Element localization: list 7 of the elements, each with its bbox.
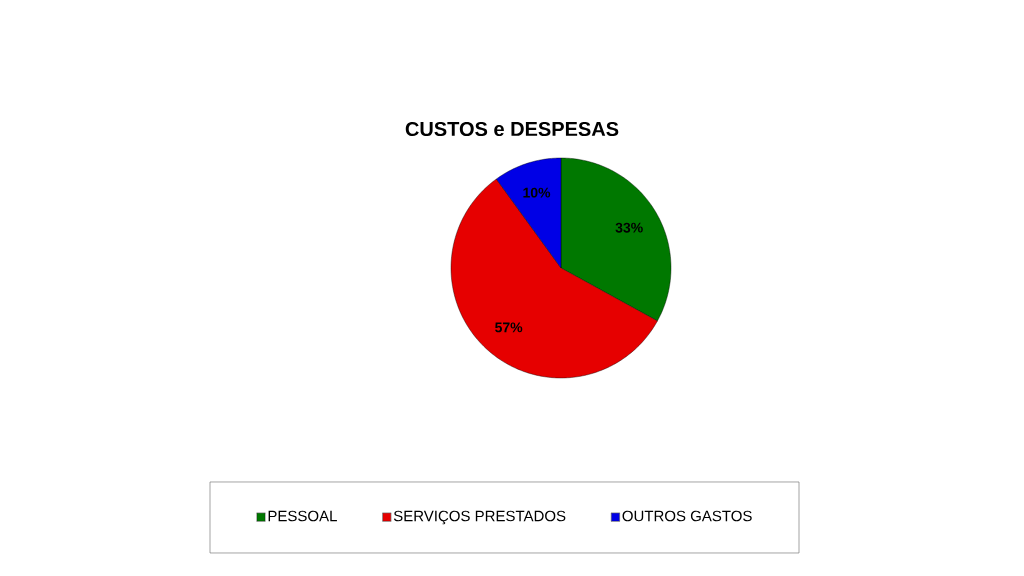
data-label: 33% [615,222,643,233]
chart-title: CUSTOS e DESPESAS [405,121,619,137]
legend-label: SERVIÇOS PRESTADOS [393,510,566,525]
legend-label: PESSOAL [268,510,337,522]
data-label: 10% [523,187,551,198]
legend-label: OUTROS GASTOS [622,510,752,522]
data-label: 57% [495,322,523,333]
